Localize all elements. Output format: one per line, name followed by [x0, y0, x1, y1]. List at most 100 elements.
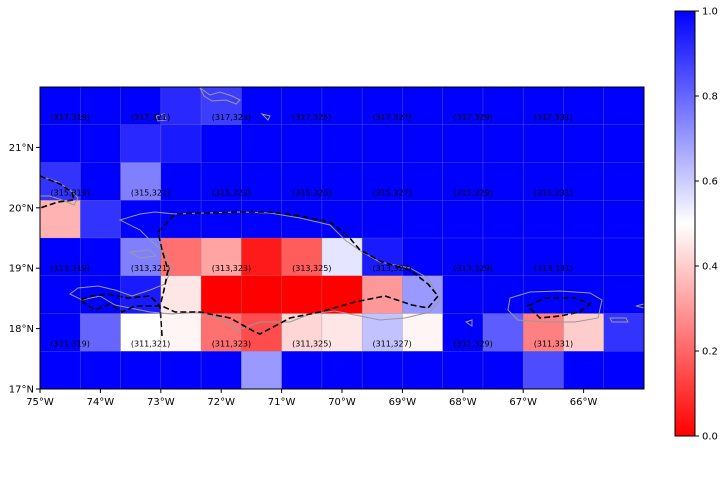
heatmap-cell [482, 351, 524, 389]
heatmap-cell [120, 351, 162, 389]
heatmap-cell [160, 124, 202, 163]
heatmap-cell [482, 275, 524, 314]
cell-label: (313,325) [292, 264, 331, 273]
heatmap-cell [603, 87, 644, 126]
cell-label: (311,329) [453, 340, 492, 349]
heatmap-cell [563, 275, 605, 314]
heatmap-cell [563, 162, 605, 201]
heatmap-cell [40, 275, 81, 314]
heatmap-cell [603, 200, 644, 239]
heatmap-cell [120, 275, 162, 314]
heatmap-cell [241, 87, 283, 126]
heatmap-cell [603, 162, 644, 201]
heatmap-cell [80, 351, 122, 389]
heatmap-cell [603, 275, 644, 314]
heatmap-cell [563, 200, 605, 239]
cell-label: (313,321) [131, 264, 170, 273]
y-axis: 21°N 20°N 19°N 18°N 17°N [9, 143, 40, 396]
heatmap-cell [402, 124, 444, 163]
cell-label: (311,319) [51, 340, 90, 349]
heatmap-cell [201, 162, 242, 201]
x-tick-label: 66°W [570, 397, 598, 408]
cell-label: (313,331) [534, 264, 573, 273]
x-tick-label: 73°W [147, 397, 175, 408]
cell-label: (315,327) [372, 189, 411, 198]
heatmap-cell [80, 200, 122, 239]
heatmap-cell [40, 351, 81, 389]
heatmap-cell [563, 238, 605, 277]
heatmap-cell [523, 238, 564, 277]
cell-label: (317,325) [292, 113, 331, 122]
heatmap-cell [603, 124, 644, 163]
heatmap-cell [402, 87, 444, 126]
heatmap-cell [281, 351, 323, 389]
heatmap-cell [241, 351, 283, 389]
heatmap-cell [321, 200, 363, 239]
haiti-dr-boundary [78, 211, 440, 337]
heatmap-cell [40, 200, 81, 239]
cell-label: (315,323) [212, 189, 251, 198]
hispaniola-coastline [69, 211, 441, 331]
heatmap-cell [321, 351, 363, 389]
cell-label: (317,323) [212, 113, 251, 122]
x-tick-label: 71°W [268, 397, 296, 408]
country-boundaries [40, 175, 592, 337]
mona-coastline [464, 319, 473, 327]
heatmap-cell [281, 87, 323, 126]
heatmap-cell [80, 124, 122, 163]
colorbar-tick-label: 0.4 [702, 262, 718, 273]
heatmap-cell [201, 275, 242, 314]
gonave-coastline [128, 249, 158, 259]
heatmap-cells [40, 87, 644, 389]
y-tick-label: 19°N [9, 264, 34, 275]
heatmap-cell [603, 351, 644, 389]
heatmap-cell [281, 238, 323, 277]
cell-label: (311,323) [212, 340, 251, 349]
heatmap-cell [442, 200, 484, 239]
heatmap-cell [362, 162, 403, 201]
heatmap-cell [160, 87, 202, 126]
heatmap-cell [523, 313, 564, 352]
cell-label: (313,319) [51, 264, 90, 273]
heatmap-cell [563, 313, 605, 352]
x-tick-label: 70°W [328, 397, 356, 408]
cell-label: (315,321) [131, 189, 170, 198]
heatmap-cell [80, 87, 122, 126]
heatmap-cell [482, 200, 524, 239]
heatmap-cell [40, 87, 81, 126]
heatmap-cell [321, 238, 363, 277]
heatmap-cell [523, 351, 564, 389]
colorbar [674, 10, 696, 437]
island-coastline [260, 113, 271, 121]
y-tick-label: 18°N [9, 324, 34, 335]
heatmap-cell [321, 124, 363, 163]
cell-label: (317,329) [453, 113, 492, 122]
heatmap-cell [523, 200, 564, 239]
heatmap-cell [321, 313, 363, 352]
heatmap-cell [160, 238, 202, 277]
heatmap-cell [281, 124, 323, 163]
heatmap-cell [563, 124, 605, 163]
heatmap-cell [120, 200, 162, 239]
colorbar-tick-label: 0.6 [702, 177, 718, 188]
heatmap-cell [321, 87, 363, 126]
heatmap-cell [362, 351, 403, 389]
heatmap-cell [442, 351, 484, 389]
puerto-rico-coastline [507, 290, 603, 323]
heatmap-cell [241, 200, 283, 239]
heatmap-cell [201, 124, 242, 163]
cell-label: (311,325) [292, 340, 331, 349]
heatmap-cell [281, 275, 323, 314]
heatmap-cell [80, 313, 122, 352]
cell-label: (317,319) [51, 113, 90, 122]
heatmap-cell [563, 351, 605, 389]
heatmap-cell [241, 275, 283, 314]
heatmap-cell [362, 275, 403, 314]
cell-label: (311,327) [372, 340, 411, 349]
colorbar-tick-label: 0.0 [702, 432, 718, 443]
heatmap-cell [201, 200, 242, 239]
heatmap-cell [603, 238, 644, 277]
colorbar-tick-label: 1.0 [702, 7, 718, 18]
x-tick-label: 74°W [87, 397, 115, 408]
